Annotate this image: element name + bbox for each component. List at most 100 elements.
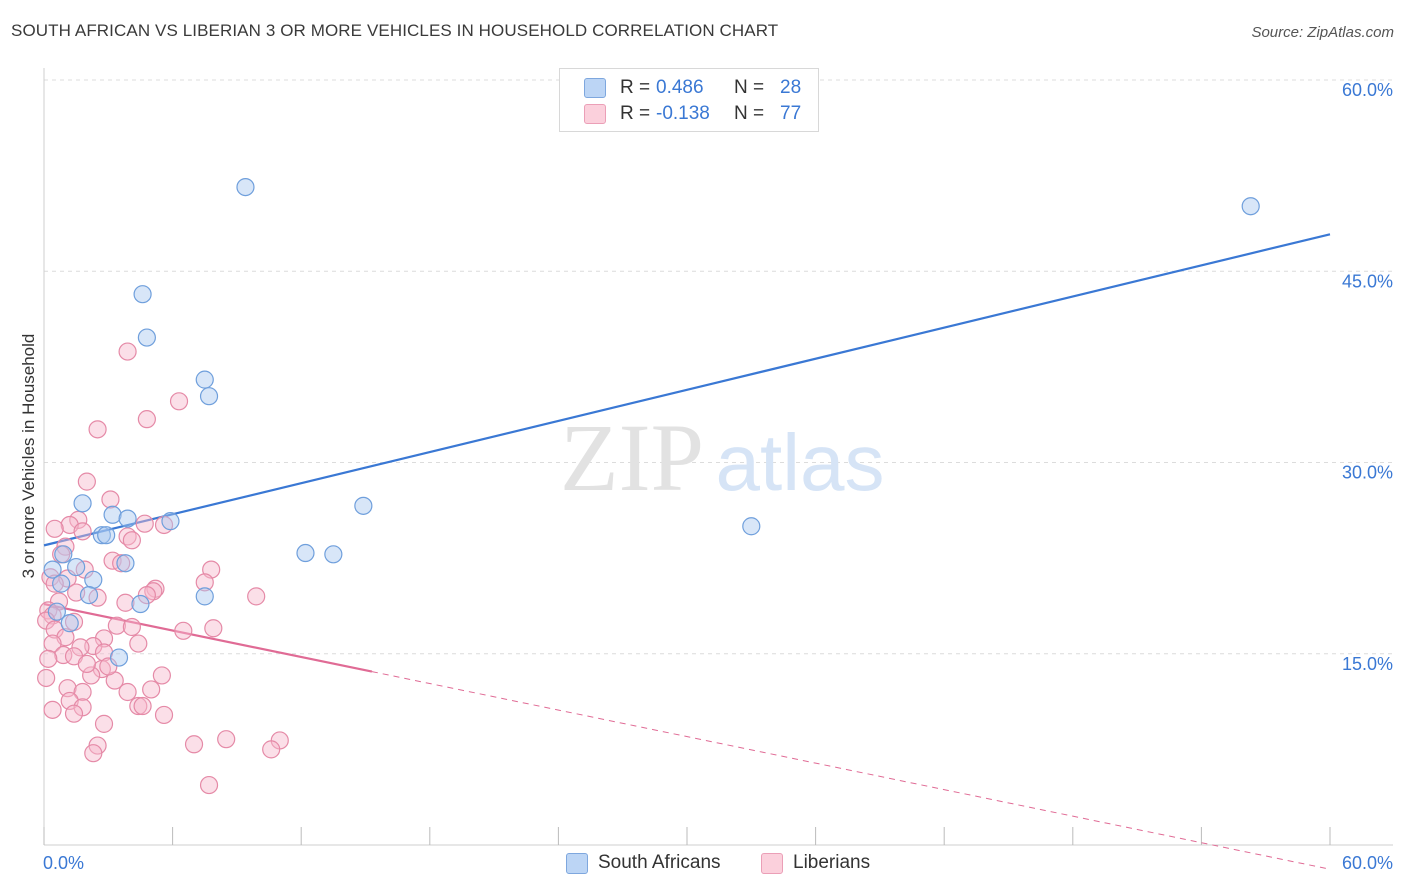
liberian-point	[37, 668, 56, 688]
liberian-point	[107, 616, 126, 635]
y-tick-label: 45.0%	[1342, 271, 1393, 291]
legend-swatch-pink	[584, 104, 606, 124]
liberian-point	[43, 700, 62, 719]
legend-label-south-africans: South Africans	[598, 852, 721, 873]
south-african-point	[73, 494, 92, 513]
chart-title: SOUTH AFRICAN VS LIBERIAN 3 OR MORE VEHI…	[11, 21, 779, 40]
south-african-point	[324, 545, 343, 564]
south-african-point	[116, 554, 135, 573]
stats-legend: R = 0.486 N = 28 R = -0.138 N = 77	[559, 68, 819, 132]
axes	[43, 68, 1393, 846]
liberian-point	[84, 636, 103, 656]
liberian-point	[73, 522, 92, 541]
liberian-point	[137, 410, 156, 429]
legend-r-value: 0.486	[656, 77, 704, 98]
legend-r-value: -0.138	[656, 103, 710, 124]
legend-item-south-africans[interactable]: South Africans	[566, 852, 721, 874]
liberian-point	[82, 666, 101, 685]
x-tick-max: 60.0%	[1342, 853, 1393, 873]
liberian-point	[112, 554, 131, 573]
legend-r-label: R =	[620, 77, 651, 98]
south-african-point	[67, 557, 86, 577]
liberian-point	[129, 696, 148, 716]
south-african-point	[43, 560, 62, 579]
trend-lines	[43, 233, 1331, 870]
liberian-point	[247, 587, 266, 606]
liberian-point	[84, 744, 103, 763]
liberian-point	[137, 585, 156, 605]
south-african-point	[84, 570, 103, 589]
south-african-point	[54, 545, 73, 564]
data-points	[37, 178, 1260, 795]
liberian-point	[71, 638, 90, 657]
south-african-point	[92, 526, 111, 545]
south-african-point	[236, 178, 255, 197]
series-legend: South Africans Liberians	[0, 852, 1406, 876]
liberian-point	[39, 649, 58, 668]
south-african-point	[131, 594, 150, 614]
y-tick-labels: 15.0% 30.0% 45.0% 60.0%	[1342, 80, 1393, 674]
south-african-point	[118, 509, 137, 528]
south-african-trend-line	[43, 233, 1331, 547]
south-african-point	[137, 328, 156, 347]
south-african-point	[161, 512, 180, 531]
liberian-point	[129, 634, 148, 653]
south-african-point	[97, 526, 116, 545]
south-african-point	[52, 574, 71, 593]
south-african-point	[103, 505, 122, 524]
south-african-point	[296, 543, 315, 563]
liberian-point	[118, 682, 137, 702]
liberian-point	[195, 573, 214, 592]
y-tick-label: 60.0%	[1342, 80, 1393, 100]
liberian-point	[116, 593, 135, 612]
liberian-point	[174, 621, 193, 640]
south-african-point	[47, 602, 66, 621]
liberian-point	[73, 682, 92, 702]
liberian-point	[45, 519, 64, 538]
liberian-point	[204, 619, 223, 638]
liberian-point	[142, 680, 161, 699]
liberian-point	[118, 342, 137, 361]
liberian-point	[154, 705, 174, 725]
south-african-point	[195, 370, 214, 389]
legend-swatch-blue	[584, 78, 606, 98]
watermark-zip: ZIP	[560, 404, 704, 511]
watermark-atlas: atlas	[716, 418, 885, 507]
source-label: Source: ZipAtlas.com	[1251, 24, 1394, 41]
south-african-point	[199, 387, 219, 406]
legend-swatch-blue	[566, 852, 588, 874]
liberian-point	[101, 490, 120, 509]
liberian-trend-line	[43, 602, 373, 673]
legend-n-value: 77	[780, 103, 802, 124]
liberian-point	[122, 531, 141, 550]
y-axis-label: 3 or more Vehicles in Household	[19, 333, 38, 579]
south-african-point	[109, 648, 129, 667]
south-african-point	[354, 496, 373, 515]
liberian-point	[64, 704, 84, 723]
liberian-point	[217, 730, 236, 749]
liberian-point	[77, 472, 96, 491]
south-african-point	[79, 585, 99, 605]
legend-n-value: 28	[780, 77, 802, 98]
legend-n-label: N =	[734, 103, 765, 124]
liberian-point	[94, 714, 114, 733]
legend-label-liberians: Liberians	[793, 852, 871, 873]
legend-r-label: R =	[620, 103, 651, 124]
liberian-point	[122, 617, 141, 637]
liberian-point	[133, 696, 152, 716]
liberian-point	[45, 574, 64, 593]
legend-row-liberians: R = -0.138 N = 77	[584, 101, 801, 127]
legend-item-liberians[interactable]: Liberians	[761, 852, 870, 874]
liberian-point	[135, 514, 154, 533]
liberian-point	[184, 735, 204, 754]
south-african-point	[133, 285, 152, 304]
y-tick-label: 30.0%	[1342, 463, 1393, 483]
grid-lines	[44, 79, 1393, 655]
liberian-point	[262, 740, 281, 759]
south-african-point	[195, 587, 214, 606]
liberian-point	[69, 510, 88, 529]
y-tick-label: 15.0%	[1342, 654, 1393, 674]
legend-swatch-pink	[761, 852, 783, 874]
liberian-point	[152, 666, 171, 685]
